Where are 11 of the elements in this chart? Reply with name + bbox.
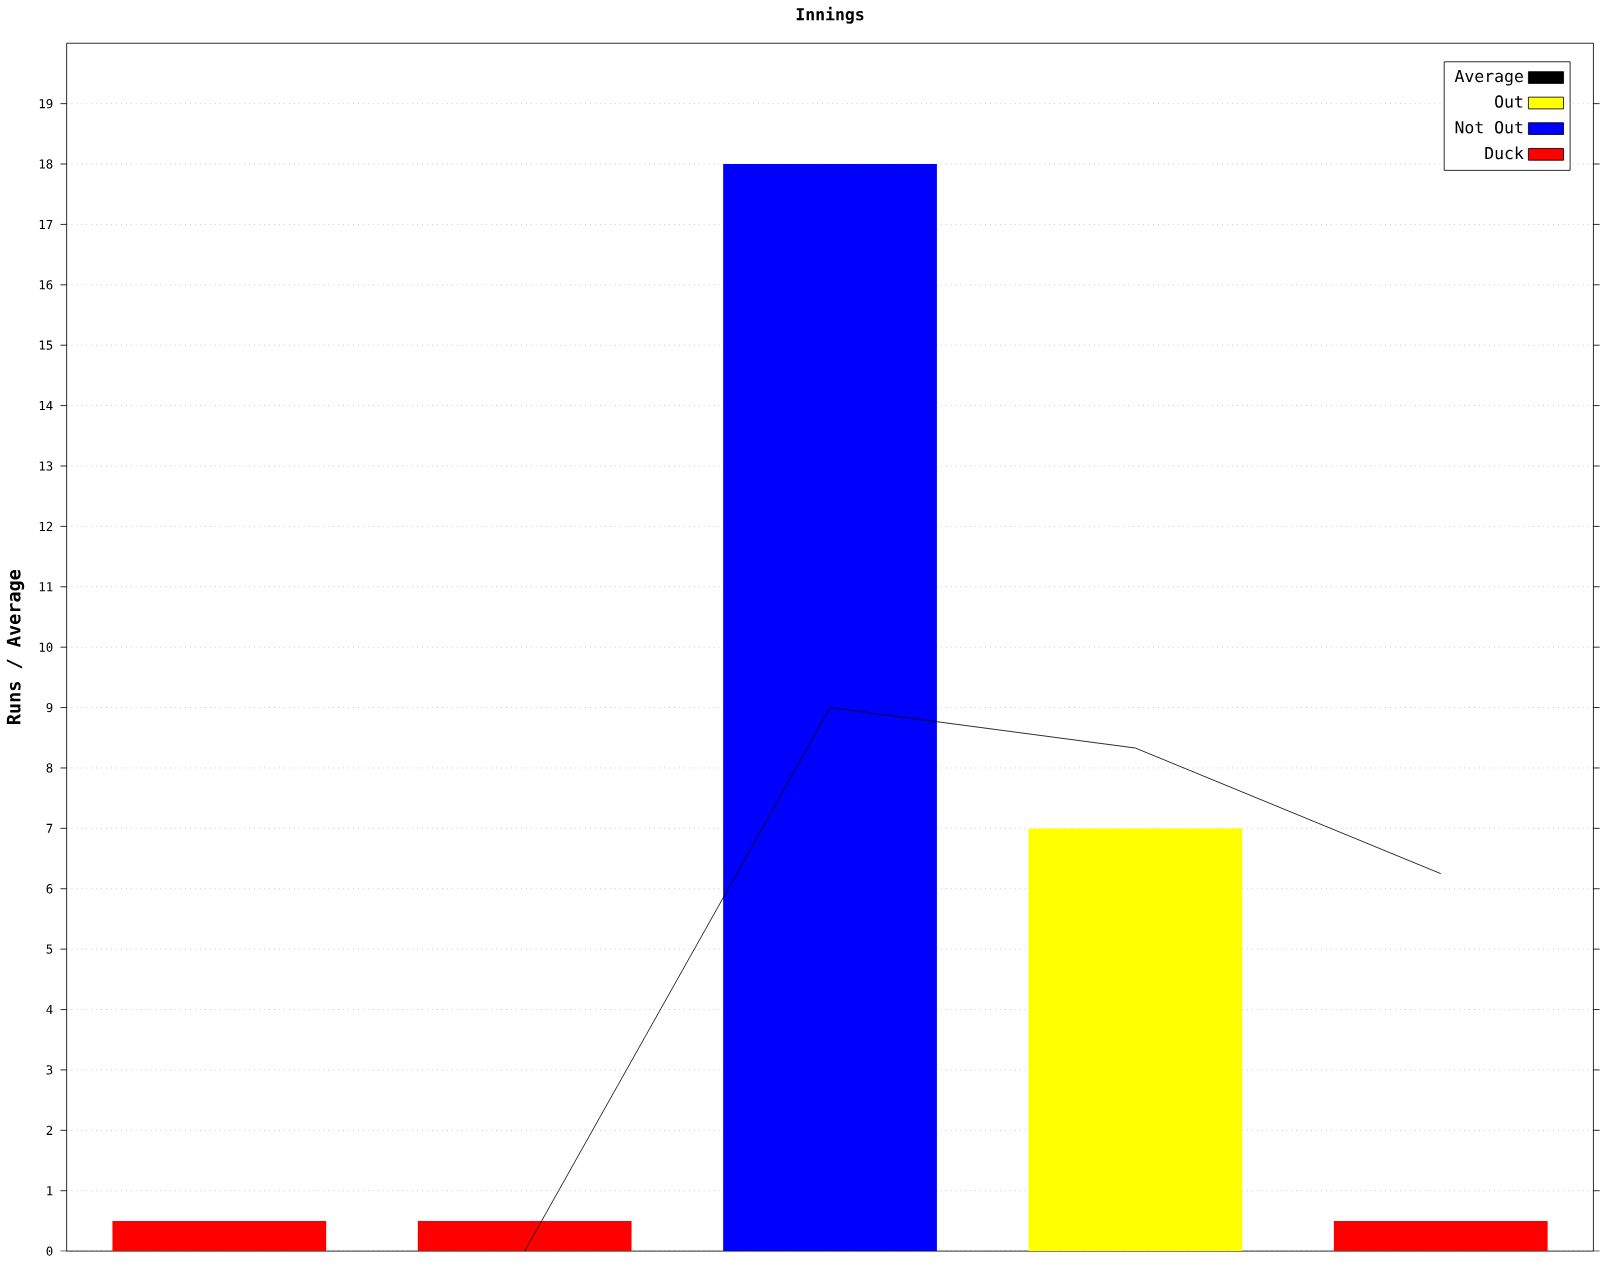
chart-title: Innings — [796, 7, 864, 24]
legend-label: Out — [1495, 95, 1523, 109]
bar — [1333, 1221, 1548, 1252]
bar — [723, 164, 937, 1252]
bar — [112, 1221, 327, 1252]
bar — [417, 1221, 632, 1252]
legend-label: Average — [1454, 70, 1523, 86]
y-axis-title: Runs / Average — [6, 570, 25, 725]
bar — [1028, 828, 1243, 1252]
legend-label: Not Out — [1455, 121, 1523, 134]
legend-label: Duck — [1485, 146, 1524, 160]
